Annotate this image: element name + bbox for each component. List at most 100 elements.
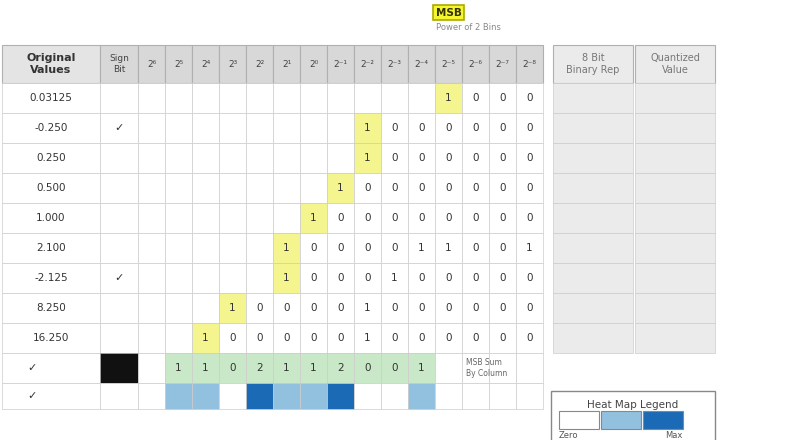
FancyBboxPatch shape [192, 45, 219, 83]
FancyBboxPatch shape [246, 383, 273, 409]
Text: 2: 2 [337, 363, 344, 373]
FancyBboxPatch shape [138, 143, 165, 173]
FancyBboxPatch shape [354, 233, 381, 263]
FancyBboxPatch shape [327, 323, 354, 353]
FancyBboxPatch shape [408, 45, 435, 83]
FancyBboxPatch shape [381, 83, 408, 113]
Text: 0: 0 [418, 333, 425, 343]
FancyBboxPatch shape [462, 383, 489, 409]
Text: 2³: 2³ [228, 59, 237, 69]
Text: Quantized
Value: Quantized Value [650, 53, 700, 75]
Text: 0: 0 [337, 213, 344, 223]
FancyBboxPatch shape [300, 113, 327, 143]
Text: 2⁻⁶: 2⁻⁶ [468, 59, 483, 69]
FancyBboxPatch shape [381, 173, 408, 203]
FancyBboxPatch shape [462, 143, 489, 173]
Text: Heat Map Legend: Heat Map Legend [588, 400, 679, 410]
FancyBboxPatch shape [489, 113, 516, 143]
FancyBboxPatch shape [516, 323, 543, 353]
FancyBboxPatch shape [192, 83, 219, 113]
Text: Original
Values: Original Values [26, 53, 76, 75]
Text: 0: 0 [499, 303, 506, 313]
Text: 0: 0 [499, 123, 506, 133]
Text: 1: 1 [446, 93, 452, 103]
FancyBboxPatch shape [165, 233, 192, 263]
FancyBboxPatch shape [635, 143, 715, 173]
FancyBboxPatch shape [327, 353, 354, 383]
FancyBboxPatch shape [273, 45, 300, 83]
FancyBboxPatch shape [100, 83, 138, 113]
Text: MSB: MSB [435, 7, 461, 18]
FancyBboxPatch shape [462, 113, 489, 143]
FancyBboxPatch shape [433, 5, 464, 20]
FancyBboxPatch shape [327, 263, 354, 293]
Text: 0: 0 [446, 303, 452, 313]
FancyBboxPatch shape [138, 83, 165, 113]
Text: 2⁻²: 2⁻² [360, 59, 374, 69]
FancyBboxPatch shape [516, 143, 543, 173]
FancyBboxPatch shape [354, 113, 381, 143]
FancyBboxPatch shape [219, 263, 246, 293]
FancyBboxPatch shape [553, 323, 633, 353]
FancyBboxPatch shape [219, 173, 246, 203]
FancyBboxPatch shape [462, 173, 489, 203]
Text: 0: 0 [526, 303, 532, 313]
FancyBboxPatch shape [165, 45, 192, 83]
FancyBboxPatch shape [489, 293, 516, 323]
Text: 0: 0 [391, 333, 397, 343]
Text: 0: 0 [499, 153, 506, 163]
FancyBboxPatch shape [165, 353, 192, 383]
Text: 2⁻⁸: 2⁻⁸ [522, 59, 536, 69]
FancyBboxPatch shape [516, 203, 543, 233]
FancyBboxPatch shape [2, 233, 100, 263]
FancyBboxPatch shape [635, 293, 715, 323]
FancyBboxPatch shape [553, 83, 633, 113]
FancyBboxPatch shape [246, 173, 273, 203]
Text: Power of 2 Bins: Power of 2 Bins [436, 22, 501, 32]
FancyBboxPatch shape [100, 263, 138, 293]
FancyBboxPatch shape [219, 83, 246, 113]
FancyBboxPatch shape [408, 203, 435, 233]
FancyBboxPatch shape [354, 293, 381, 323]
Text: 0: 0 [229, 333, 235, 343]
Text: ✓: ✓ [28, 391, 36, 401]
Text: 16.250: 16.250 [33, 333, 70, 343]
FancyBboxPatch shape [327, 293, 354, 323]
FancyBboxPatch shape [516, 173, 543, 203]
FancyBboxPatch shape [635, 173, 715, 203]
Text: 0: 0 [446, 153, 452, 163]
FancyBboxPatch shape [516, 293, 543, 323]
FancyBboxPatch shape [435, 293, 462, 323]
Text: 0: 0 [446, 273, 452, 283]
FancyBboxPatch shape [489, 383, 516, 409]
FancyBboxPatch shape [381, 233, 408, 263]
FancyBboxPatch shape [165, 263, 192, 293]
Text: ✓: ✓ [28, 363, 36, 373]
Text: 0: 0 [364, 273, 371, 283]
FancyBboxPatch shape [354, 45, 381, 83]
FancyBboxPatch shape [246, 323, 273, 353]
FancyBboxPatch shape [354, 83, 381, 113]
FancyBboxPatch shape [553, 143, 633, 173]
FancyBboxPatch shape [2, 293, 100, 323]
FancyBboxPatch shape [635, 233, 715, 263]
FancyBboxPatch shape [192, 383, 219, 409]
FancyBboxPatch shape [489, 263, 516, 293]
FancyBboxPatch shape [435, 45, 462, 83]
Text: Sign
Bit: Sign Bit [109, 54, 129, 73]
FancyBboxPatch shape [219, 383, 246, 409]
Text: ✓: ✓ [115, 273, 124, 283]
FancyBboxPatch shape [100, 353, 138, 383]
FancyBboxPatch shape [273, 353, 300, 383]
FancyBboxPatch shape [2, 383, 100, 409]
Text: 0: 0 [229, 363, 235, 373]
FancyBboxPatch shape [246, 83, 273, 113]
Text: 0: 0 [526, 183, 532, 193]
FancyBboxPatch shape [138, 323, 165, 353]
FancyBboxPatch shape [219, 113, 246, 143]
FancyBboxPatch shape [165, 383, 192, 409]
Text: 0: 0 [391, 183, 397, 193]
FancyBboxPatch shape [192, 293, 219, 323]
Text: 0: 0 [337, 273, 344, 283]
FancyBboxPatch shape [273, 323, 300, 353]
